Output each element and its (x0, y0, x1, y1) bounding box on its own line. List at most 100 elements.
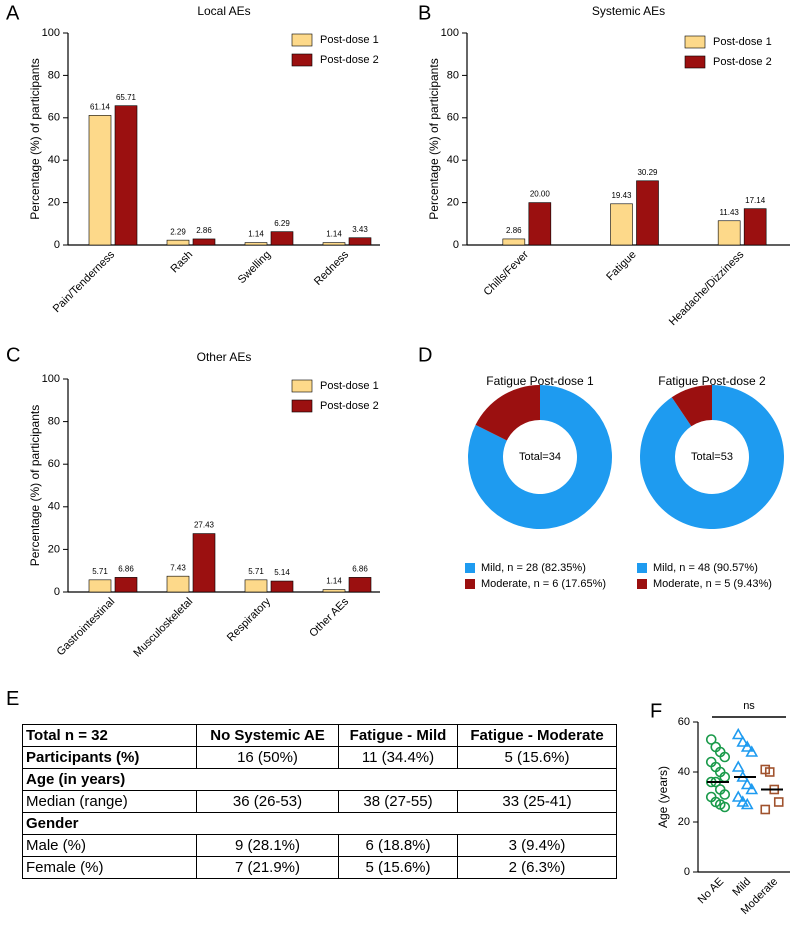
x-tick-label: Chills/Fever (481, 248, 531, 298)
chart-title: Systemic AEs (592, 4, 665, 18)
data-point (719, 801, 731, 813)
value-label: 3.43 (352, 225, 368, 234)
table-cell: 2 (6.3%) (457, 856, 617, 879)
value-label: 17.14 (745, 196, 766, 205)
data-point (760, 804, 771, 815)
legend-swatch (465, 579, 475, 589)
table-cell: Median (range) (22, 790, 197, 813)
legend-swatch (465, 563, 475, 573)
y-tick-label: 100 (42, 27, 60, 39)
legend-swatch (291, 399, 313, 413)
y-tick-label: 100 (42, 373, 60, 385)
table-cell: 11 (34.4%) (338, 746, 458, 769)
bar (114, 105, 138, 246)
table-row: Female (%) 7 (21.9%) 5 (15.6%) 2 (6.3%) (22, 856, 617, 879)
donut-slice (639, 385, 784, 529)
x-tick-label: Other AEs (307, 595, 351, 639)
x-tick-label: Mild (730, 876, 753, 899)
x-tick-label: Musculoskeletal (131, 596, 195, 660)
legend-label: Post-dose 1 (320, 380, 379, 392)
data-point (731, 790, 745, 802)
donut-slice (671, 385, 712, 427)
data-point (764, 767, 775, 777)
y-tick-label: 60 (48, 458, 60, 470)
chart-title: Other AEs (197, 350, 252, 364)
data-point (736, 735, 750, 747)
value-label: 1.14 (248, 230, 264, 239)
x-tick-label: Fatigue (604, 249, 638, 283)
table-cell: Gender (22, 812, 617, 835)
center-label: Total=53 (691, 451, 733, 463)
data-point (773, 797, 784, 807)
panel-letter: A (6, 2, 20, 24)
value-label: 30.29 (637, 168, 658, 177)
data-point (740, 797, 754, 810)
donut-slice (475, 385, 540, 441)
legend-label: Mild, n = 28 (82.35%) (481, 562, 586, 574)
data-point (745, 782, 759, 795)
bar (322, 589, 346, 593)
y-tick-label: 40 (48, 501, 60, 513)
bar (348, 577, 372, 593)
y-axis-label: Age (years) (656, 766, 670, 828)
legend-swatch (684, 35, 706, 49)
x-tick-label: Headache/Dizziness (667, 248, 747, 328)
x-tick-label: Gastrointestinal (55, 596, 118, 659)
value-label: 5.14 (274, 568, 290, 577)
pie-title: Fatigue Post-dose 1 (486, 374, 594, 388)
table-cell: 5 (15.6%) (457, 746, 617, 769)
legend-swatch (291, 379, 313, 393)
value-label: 2.86 (506, 226, 522, 235)
data-point (705, 734, 717, 745)
y-tick-label: 80 (48, 69, 60, 81)
pie-title: Fatigue Post-dose 2 (658, 374, 766, 388)
legend-swatch (291, 53, 313, 67)
value-label: 6.29 (274, 219, 290, 228)
y-tick-label: 40 (48, 154, 60, 166)
value-label: 7.43 (170, 563, 186, 572)
panel-letter: F (650, 700, 662, 722)
y-tick-label: 20 (48, 197, 60, 209)
value-label: 6.86 (118, 564, 134, 573)
y-tick-label: 60 (678, 716, 690, 728)
data-point (719, 751, 731, 763)
table-row: Participants (%) 16 (50%) 11 (34.4%) 5 (15.… (22, 746, 617, 769)
table-cell: 9 (28.1%) (196, 834, 339, 857)
table-row: Male (%) 9 (28.1%) 6 (18.8%) 3 (9.4%) (22, 834, 617, 857)
y-tick-label: 20 (447, 197, 459, 209)
table-cell: No Systemic AE (196, 724, 339, 747)
value-label: 27.43 (194, 521, 215, 530)
value-label: 1.14 (326, 577, 342, 586)
bar (270, 580, 294, 593)
y-axis-label: Percentage (%) of participants (427, 58, 441, 219)
summary-table: Total n = 32 No Systemic AE Fatigue - Mild… (22, 724, 617, 879)
table-row: Total n = 32 No Systemic AE Fatigue - Mild… (22, 724, 617, 747)
bar (502, 238, 526, 246)
y-tick-label: 40 (447, 154, 459, 166)
x-tick-label: Respiratory (225, 595, 274, 644)
legend-label: Post-dose 2 (320, 54, 379, 66)
legend-label: Moderate, n = 6 (17.65%) (481, 578, 606, 590)
table-cell: Female (%) (22, 856, 197, 879)
value-label: 5.71 (248, 567, 264, 576)
bar (192, 533, 216, 593)
value-label: 19.43 (611, 191, 632, 200)
bar (743, 208, 767, 246)
value-label: 2.29 (170, 227, 186, 236)
table-cell: 3 (9.4%) (457, 834, 617, 857)
x-tick-label: Redness (312, 248, 352, 288)
significance-label: ns (743, 700, 755, 712)
bar (322, 242, 346, 246)
y-tick-label: 40 (678, 766, 690, 778)
value-label: 11.43 (719, 208, 739, 217)
data-point (719, 789, 731, 800)
value-label: 2.86 (196, 226, 212, 235)
y-tick-label: 80 (447, 69, 459, 81)
data-point (740, 777, 754, 790)
y-tick-label: 20 (678, 816, 690, 828)
panel-letter: B (418, 2, 431, 24)
legend-label: Post-dose 1 (320, 34, 379, 46)
data-point (731, 760, 745, 772)
value-label: 61.14 (90, 102, 111, 111)
